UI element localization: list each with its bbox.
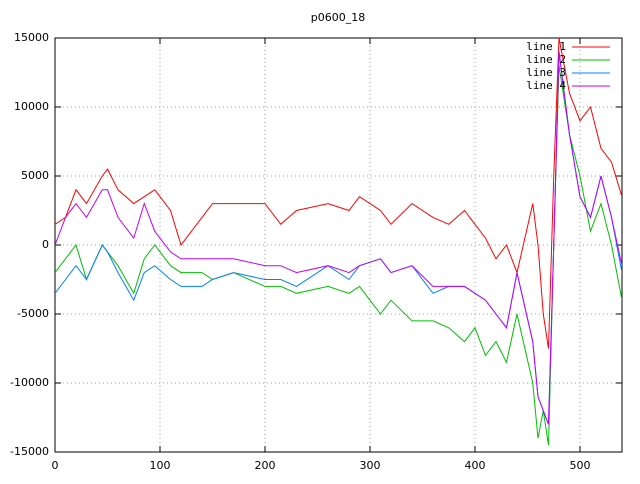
y-tick-label: -15000 [10, 445, 49, 458]
legend-label: line 2 [526, 53, 566, 66]
x-tick-label: 300 [360, 459, 381, 472]
x-tick-label: 0 [52, 459, 59, 472]
y-tick-label: -5000 [17, 307, 49, 320]
chart-title: p0600_18 [311, 11, 365, 24]
x-tick-label: 400 [465, 459, 486, 472]
legend-label: line 1 [526, 40, 566, 53]
series-line [55, 51, 622, 425]
x-tick-label: 100 [150, 459, 171, 472]
x-tick-label: 500 [570, 459, 591, 472]
y-tick-label: 10000 [14, 100, 49, 113]
y-tick-label: 15000 [14, 31, 49, 44]
series-line [55, 38, 622, 349]
y-tick-label: -10000 [10, 376, 49, 389]
y-tick-label: 5000 [21, 169, 49, 182]
legend-label: line 4 [526, 79, 566, 92]
y-tick-label: 0 [42, 238, 49, 251]
x-tick-label: 200 [255, 459, 276, 472]
legend-label: line 3 [526, 66, 566, 79]
